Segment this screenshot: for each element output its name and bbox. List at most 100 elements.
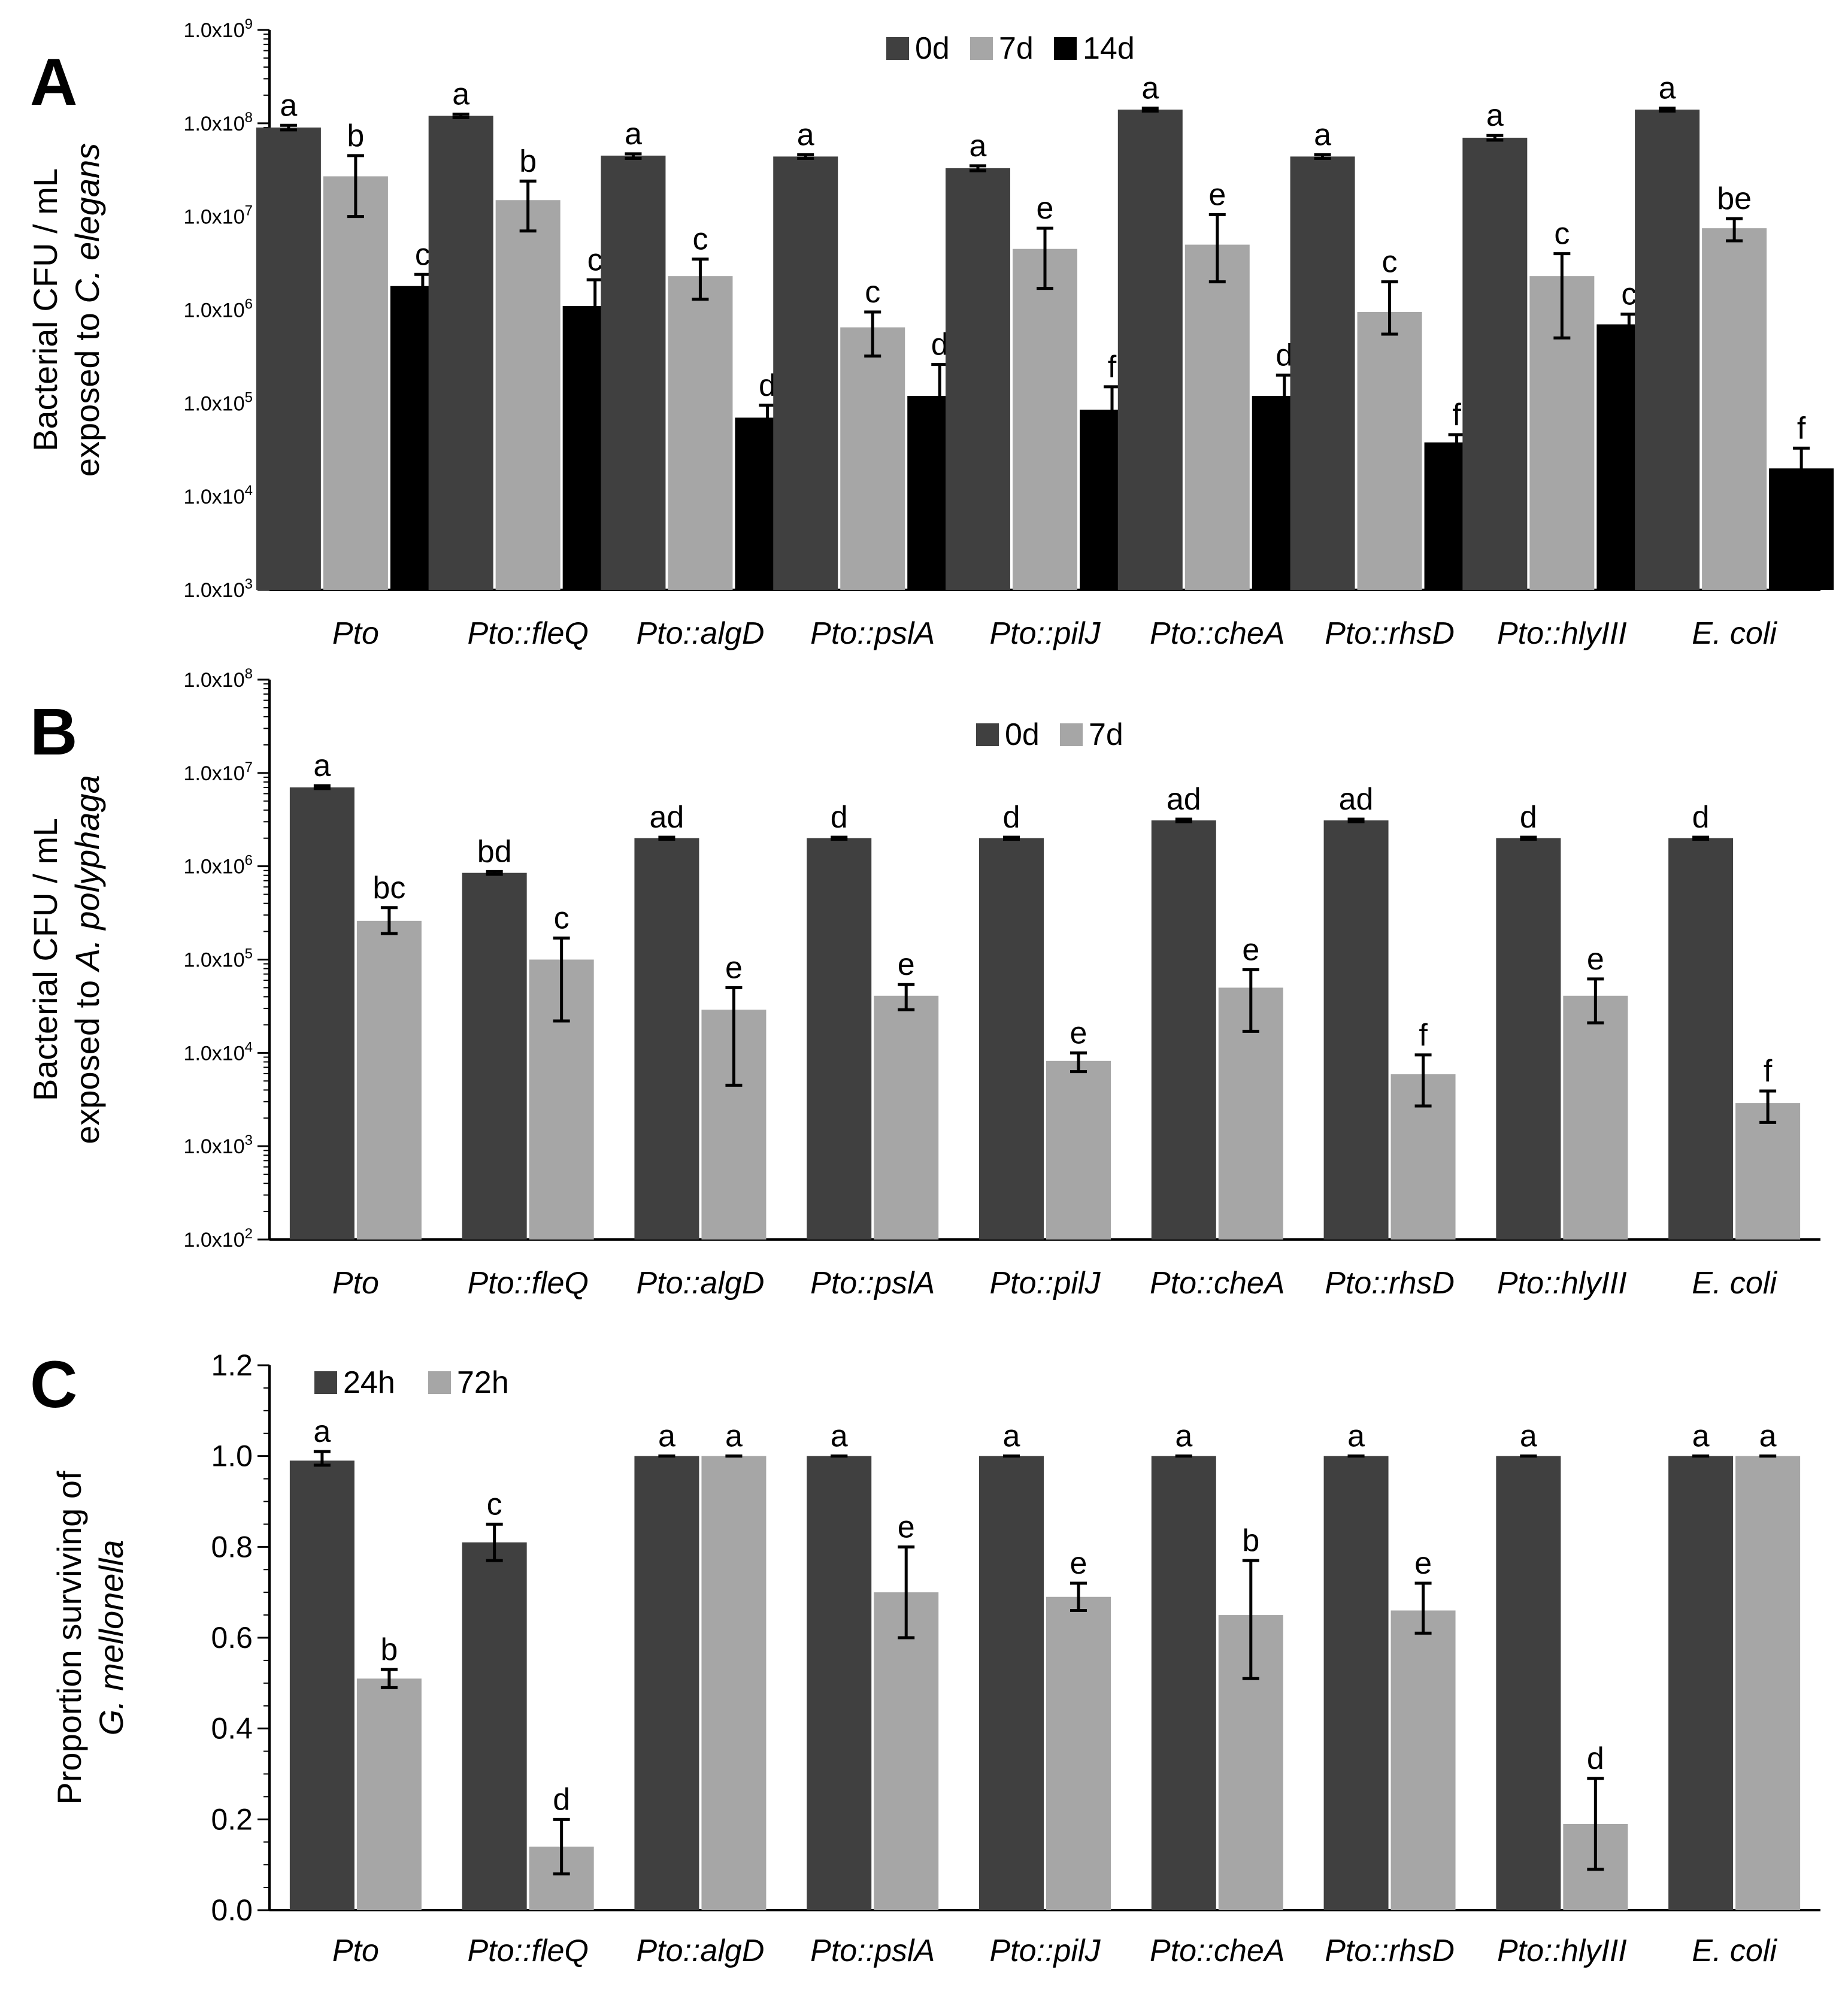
x-category-label: Pto::cheA: [1150, 1266, 1284, 1301]
panel-a: A1.0x1031.0x1041.0x1051.0x1061.0x1071.0x…: [26, 16, 1834, 651]
bar-7d: [1735, 1103, 1801, 1240]
y-tick-exponent: 2: [245, 1226, 253, 1242]
bar-7d: [1184, 244, 1250, 590]
x-category-label: Pto::hlyIII: [1497, 1266, 1627, 1301]
significance-label: c: [487, 1487, 502, 1522]
bar-24h: [462, 1542, 527, 1910]
y-tick-base: 1.0x10: [184, 669, 245, 692]
x-category-label: Pto::algD: [636, 1934, 764, 1968]
significance-label: be: [1717, 181, 1752, 216]
legend-label: 14d: [1083, 31, 1135, 66]
x-category-label: Pto::pslA: [810, 1266, 935, 1301]
significance-label: c: [554, 901, 569, 936]
bar-7d: [874, 995, 939, 1240]
significance-label: e: [1070, 1016, 1087, 1050]
y-axis-label-organism: C. elegans: [68, 143, 106, 304]
significance-label: a: [313, 1414, 331, 1449]
significance-label: a: [1520, 1419, 1537, 1454]
bar-24h: [1668, 1456, 1734, 1910]
bar-0d: [462, 872, 527, 1240]
bar-24h: [807, 1456, 872, 1910]
legend: 0d 7d 14d: [886, 31, 1135, 66]
significance-label: a: [831, 1419, 848, 1454]
significance-label: f: [1797, 411, 1806, 446]
bar-7d: [495, 200, 561, 590]
bar-24h: [979, 1456, 1044, 1910]
bar-7d: [1013, 249, 1077, 590]
significance-label: b: [1242, 1523, 1259, 1558]
significance-label: e: [898, 1510, 915, 1544]
significance-label: a: [1486, 98, 1504, 133]
legend-swatch-14d: [1054, 37, 1077, 60]
bar-0d: [807, 838, 872, 1240]
significance-label: c: [692, 222, 708, 257]
y-tick-base: 1.0x10: [184, 19, 245, 42]
y-axis-label-line1: Proportion surviving of: [50, 1471, 88, 1805]
bar-72h: [701, 1456, 767, 1910]
y-axis-label: Proportion surviving of G. mellonella: [50, 1471, 130, 1805]
y-axis-label: Bacterial CFU / mL exposed to C. elegans: [26, 143, 106, 477]
x-category-label: Pto::fleQ: [468, 1934, 589, 1968]
significance-label: a: [452, 77, 469, 112]
bar-7d: [1702, 228, 1767, 590]
significance-label: d: [759, 368, 776, 403]
x-category-label: Pto::hlyIII: [1497, 1934, 1627, 1968]
bar-0d: [1117, 110, 1183, 590]
significance-label: ad: [1167, 782, 1201, 817]
bar-7d: [323, 176, 388, 590]
y-tick-label: 1.0x102: [184, 1226, 253, 1251]
y-tick-base: 1.0x10: [184, 206, 245, 229]
y-tick-label: 1.0x103: [184, 1132, 253, 1158]
y-axis-label-line2: exposed to C. elegans: [68, 143, 106, 477]
panel-c: C 0.0 0.2 0.4 0.6 0.8 1.0 1.2 Proportion survivi…: [30, 1348, 1820, 1968]
y-tick-label: 0.4: [211, 1712, 253, 1745]
y-tick-exponent: 6: [245, 853, 253, 869]
significance-label: f: [1764, 1054, 1773, 1089]
bar-7d: [668, 276, 733, 590]
x-category-label: Pto::fleQ: [468, 1266, 589, 1301]
significance-label: ad: [1339, 782, 1374, 817]
significance-label: a: [1003, 1419, 1020, 1454]
significance-label: e: [1242, 932, 1259, 967]
bar-0d: [1635, 110, 1700, 590]
significance-label: a: [797, 117, 814, 152]
significance-label: a: [280, 88, 297, 123]
significance-label: d: [931, 328, 949, 362]
y-tick-base: 1.0x10: [184, 299, 245, 322]
y-tick-label: 1.0x103: [184, 576, 253, 602]
significance-label: b: [519, 144, 537, 178]
y-tick-base: 1.0x10: [184, 1229, 245, 1251]
legend-swatch-0d: [886, 37, 909, 60]
x-category-label: Pto::fleQ: [468, 616, 589, 651]
bar-0d: [1290, 156, 1355, 590]
panel-letter: C: [30, 1348, 77, 1422]
y-tick-exponent: 8: [245, 666, 253, 682]
y-axis-label: Bacterial CFU / mL exposed to A. polyphag…: [26, 775, 106, 1144]
y-tick-base: 1.0x10: [184, 762, 245, 785]
significance-label: e: [1208, 177, 1226, 212]
significance-label: d: [1587, 1741, 1604, 1776]
bar-0d: [1496, 838, 1561, 1240]
y-tick-exponent: 3: [245, 576, 253, 592]
y-tick-base: 1.0x10: [184, 949, 245, 972]
significance-label: f: [1108, 350, 1117, 384]
bar-24h: [289, 1460, 355, 1910]
x-category-label: Pto::cheA: [1150, 616, 1284, 651]
bar-72h: [1046, 1596, 1111, 1910]
y-tick-base: 1.0x10: [184, 113, 245, 135]
y-tick-label: 1.0x104: [184, 1039, 253, 1065]
bar-0d: [979, 838, 1044, 1240]
legend: 0d 7d: [976, 717, 1123, 752]
legend-label: 0d: [915, 31, 950, 66]
y-tick-label: 1.0x109: [184, 16, 253, 42]
y-tick-label: 1.0x107: [184, 759, 253, 785]
panel-b: B1.0x1021.0x1031.0x1041.0x1051.0x1061.0x…: [26, 666, 1820, 1301]
significance-label: a: [625, 117, 642, 151]
x-category-label: Pto::algD: [636, 1266, 764, 1301]
bar-7d: [1046, 1060, 1111, 1240]
bar-72h: [874, 1592, 939, 1910]
bar-72h: [356, 1678, 422, 1910]
significance-label: a: [1759, 1419, 1777, 1454]
x-category-label: Pto::rhsD: [1325, 1934, 1455, 1968]
y-tick-label: 1.2: [211, 1348, 253, 1382]
